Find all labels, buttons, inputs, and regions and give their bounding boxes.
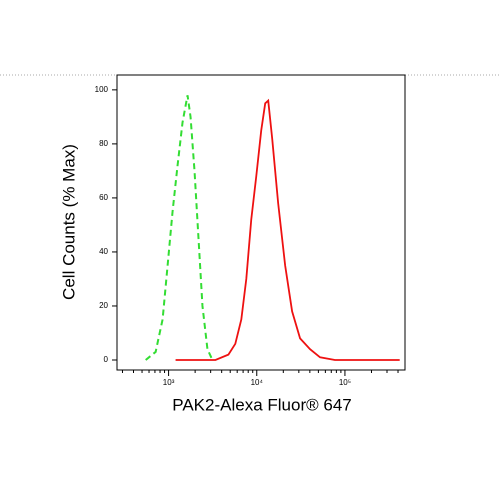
- y-tick-label: 100: [95, 85, 109, 94]
- histogram-line: [145, 95, 214, 361]
- x-tick-label: 10⁴: [251, 378, 264, 387]
- y-tick-label: 20: [99, 301, 108, 310]
- y-tick-label: 60: [99, 193, 108, 202]
- y-tick-label: 40: [99, 247, 108, 256]
- histogram-line: [175, 98, 400, 361]
- x-tick-label: 10⁵: [339, 378, 351, 387]
- x-tick-label: 10³: [163, 378, 175, 387]
- y-axis-title: Cell Counts (% Max): [59, 144, 78, 300]
- x-axis-title: PAK2-Alexa Fluor® 647: [172, 395, 351, 414]
- plot-frame: [116, 74, 406, 371]
- y-tick-label: 80: [99, 139, 108, 148]
- y-tick-label: 0: [104, 355, 109, 364]
